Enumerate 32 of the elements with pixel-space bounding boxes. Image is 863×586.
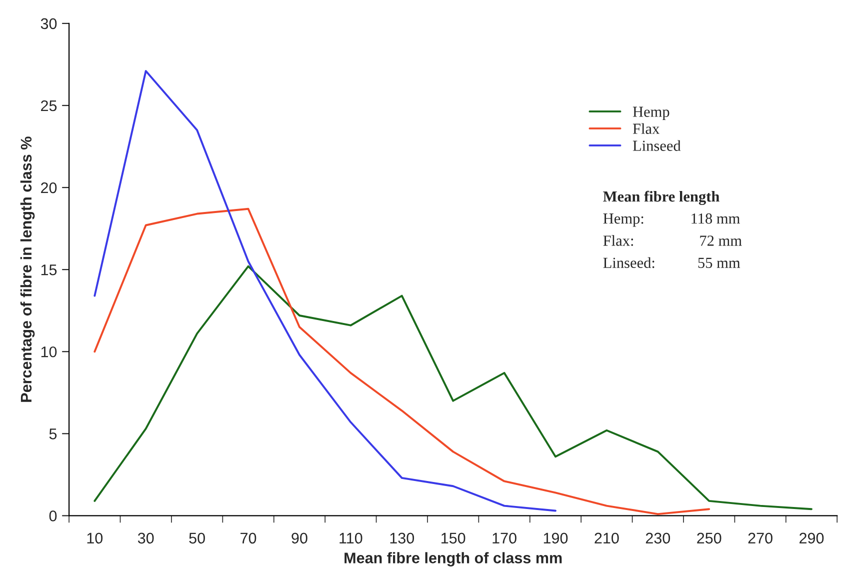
x-tick-label: 250 [697, 532, 722, 544]
x-axis-title: Mean fibre length of class mm [344, 552, 562, 566]
y-tick-label: 20 [41, 182, 57, 194]
x-tick-label: 70 [240, 532, 256, 544]
line-series [94, 70, 556, 512]
legend-label: Hemp [632, 106, 670, 120]
y-tick-label: 25 [41, 100, 57, 112]
y-tick-label: 5 [49, 428, 57, 440]
y-tick-label: 15 [41, 264, 57, 276]
annotation: Hemp: 118 mm [603, 213, 740, 227]
x-tick-label: 270 [748, 532, 772, 544]
legend-label: Flax [632, 123, 660, 134]
x-tick-label: 170 [492, 532, 516, 544]
x-tick-label: 290 [800, 532, 824, 544]
x-tick-label: 10 [87, 532, 103, 544]
x-tick-label: 230 [646, 532, 670, 544]
x-tick-label: 110 [340, 532, 362, 544]
x-tick-label: 210 [594, 532, 619, 544]
y-axis-title: Percentage of fibre in length class % [20, 136, 35, 402]
annotation: Linseed: 55 mm [603, 257, 740, 268]
annotation: Mean fibre length [603, 190, 720, 205]
x-tick-label: 50 [189, 532, 205, 544]
legend-label: Linseed [632, 140, 681, 151]
x-tick-label: 30 [138, 532, 154, 544]
x-tick-label: 130 [390, 532, 414, 544]
annotation: Flax: 72 mm [603, 235, 742, 246]
x-tick-label: 90 [292, 532, 308, 544]
y-tick-label: 30 [40, 18, 57, 30]
x-tick-label: 190 [544, 532, 568, 544]
x-tick-label: 150 [441, 532, 466, 544]
y-tick-label: 0 [49, 510, 57, 522]
y-tick-label: 10 [41, 346, 57, 358]
